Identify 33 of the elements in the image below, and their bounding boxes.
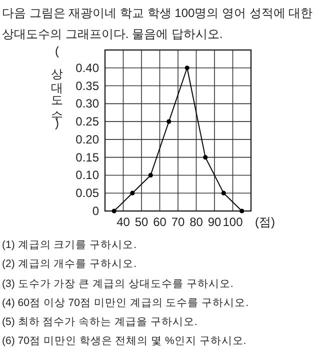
text: (5) 최하 점수가 속하는 계급을 구하시오. bbox=[2, 315, 198, 330]
text: (4) 60점 이상 70점 미만인 계급의 도수를 구하시오. bbox=[2, 296, 250, 311]
point bbox=[148, 172, 153, 178]
y-tick-label: 0.30 bbox=[76, 96, 100, 111]
y-tick-label: 0.40 bbox=[76, 60, 100, 75]
x-tick-label: 80 bbox=[190, 215, 204, 229]
x-axis-title: (점) bbox=[255, 215, 275, 229]
y-tick-label: 0.15 bbox=[76, 150, 100, 164]
text: (2) 계급의 개수를 구하시오. bbox=[2, 257, 138, 272]
point bbox=[203, 155, 208, 160]
x-tick-label: 100 bbox=[222, 215, 244, 229]
y-tick-label: 0.10 bbox=[76, 168, 100, 182]
point bbox=[112, 208, 116, 214]
y-tick-label: 0.25 bbox=[76, 114, 100, 129]
text: (1) 계급의 크기를 구하시오. bbox=[2, 238, 138, 253]
y-tick-label: 0 bbox=[92, 204, 100, 218]
text: (3) 도수가 가장 큰 계급의 상대도수를 구하시오. bbox=[2, 276, 234, 292]
x-tick-label: 60 bbox=[153, 215, 167, 229]
text: (6) 70점 미만인 학생은 전체의 몇 %인지 구하시오. bbox=[2, 334, 248, 350]
y-tick-label: 0.05 bbox=[76, 186, 100, 200]
x-tick-label: 50 bbox=[134, 215, 148, 229]
point bbox=[130, 190, 135, 196]
x-tick-label: 90 bbox=[208, 215, 222, 229]
y-axis-title: (상대도수) bbox=[49, 44, 65, 132]
x-tick-label: 70 bbox=[171, 215, 185, 229]
x-tick-label: 40 bbox=[116, 215, 130, 229]
y-tick-label: 0.35 bbox=[76, 78, 100, 93]
chart-title: 다음 그림은 재광이네 학교 학생 100명의 영어 성적에 대한 상대도수의 그래프이다. 물음에 답하시오. bbox=[2, 5, 314, 43]
point bbox=[166, 119, 172, 124]
point bbox=[184, 66, 190, 70]
point bbox=[221, 190, 226, 196]
point bbox=[240, 208, 244, 214]
y-tick-label: 0.20 bbox=[76, 132, 100, 146]
